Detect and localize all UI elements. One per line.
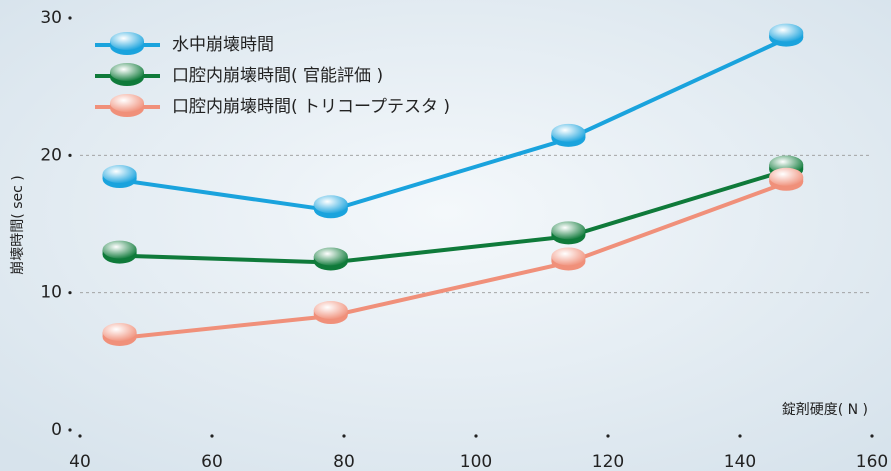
- pill-top: [313, 195, 348, 214]
- y-tick: [68, 153, 72, 157]
- legend-marker: [110, 94, 144, 117]
- y-tick: [68, 16, 72, 20]
- y-tick: [68, 428, 72, 432]
- pill-top: [769, 23, 804, 42]
- pill-top: [313, 301, 348, 320]
- y-tick: [68, 291, 72, 295]
- pill-top: [110, 94, 144, 112]
- pill-top: [102, 240, 137, 259]
- series-line: [119, 36, 788, 213]
- x-tick-label: 160: [856, 452, 888, 471]
- data-point: [313, 301, 348, 325]
- series-line: [119, 180, 787, 340]
- pill-top: [313, 247, 348, 266]
- pill-top: [551, 247, 586, 266]
- data-point: [769, 167, 804, 191]
- x-tick-label: 40: [69, 452, 91, 471]
- data-point: [551, 247, 586, 271]
- x-tick: [474, 434, 478, 438]
- y-tick-label: 20: [40, 145, 62, 165]
- legend-marker: [110, 63, 144, 86]
- data-point: [102, 322, 137, 346]
- legend-label: 口腔内崩壊時間( 官能評価 ): [172, 66, 383, 86]
- x-axis-label: 錠剤硬度( N ): [782, 402, 868, 418]
- data-point: [313, 195, 348, 219]
- x-tick: [738, 434, 742, 438]
- x-tick-label: 100: [460, 452, 492, 471]
- pill-top: [769, 167, 804, 186]
- x-tick-label: 80: [333, 452, 355, 471]
- x-tick: [210, 434, 214, 438]
- x-tick-label: 140: [724, 452, 756, 471]
- data-point: [551, 123, 586, 147]
- data-point: [102, 240, 137, 264]
- legend-marker: [110, 32, 144, 55]
- pill-top: [769, 155, 804, 174]
- legend-label: 水中崩壊時間: [172, 35, 274, 55]
- y-tick-label: 30: [40, 8, 62, 28]
- data-point: [551, 221, 586, 245]
- pill-top: [551, 221, 586, 240]
- x-tick: [870, 434, 874, 438]
- x-tick-label: 60: [201, 452, 223, 471]
- pill-top: [102, 165, 137, 184]
- y-tick-label: 10: [40, 283, 62, 303]
- pill-top: [110, 32, 144, 50]
- pill-top: [102, 322, 137, 341]
- legend-label: 口腔内崩壊時間( トリコープテスタ ): [172, 97, 450, 117]
- y-tick-label: 0: [51, 420, 62, 440]
- data-point: [769, 23, 804, 47]
- data-point: [313, 247, 348, 271]
- x-tick: [342, 434, 346, 438]
- pill-top: [551, 123, 586, 142]
- y-axis-label: 崩壊時間( sec ): [10, 175, 26, 274]
- x-tick-label: 120: [592, 452, 624, 471]
- x-tick: [78, 434, 82, 438]
- series-line: [119, 168, 787, 265]
- data-point: [102, 165, 137, 189]
- pill-top: [110, 63, 144, 81]
- x-tick: [606, 434, 610, 438]
